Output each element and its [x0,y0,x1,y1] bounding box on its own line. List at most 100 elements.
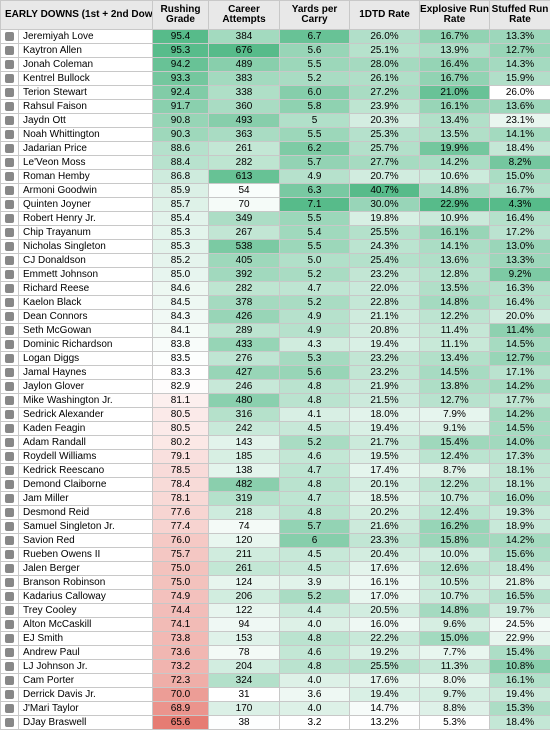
player-name: Chip Trayanum [19,226,153,240]
team-logo [1,604,19,618]
stat-cell: 22.9% [420,198,490,212]
logo-icon [5,452,14,461]
stat-cell: 5.7 [280,156,350,170]
stat-cell: 12.7% [490,352,550,366]
stat-cell: 4.4 [280,604,350,618]
stat-cell: 267 [209,226,280,240]
player-name: DJay Braswell [19,716,153,730]
team-logo [1,534,19,548]
player-name: Samuel Singleton Jr. [19,520,153,534]
logo-icon [5,690,14,699]
stat-cell: 5.5 [280,58,350,72]
player-name: Kaytron Allen [19,44,153,58]
stat-cell: 3.2 [280,716,350,730]
stat-cell: 93.3 [153,72,209,86]
team-logo [1,86,19,100]
player-name: Jaydn Ott [19,114,153,128]
stat-cell: 282 [209,282,280,296]
team-logo [1,394,19,408]
team-logo [1,436,19,450]
stat-cell: 14.1% [420,240,490,254]
stat-cell: 12.6% [420,562,490,576]
team-logo [1,338,19,352]
team-logo [1,590,19,604]
stat-cell: 480 [209,394,280,408]
player-name: Jonah Coleman [19,58,153,72]
stat-cell: 9.1% [420,422,490,436]
logo-icon [5,270,14,279]
logo-icon [5,144,14,153]
stat-cell: 6 [280,534,350,548]
stat-cell: 5.5 [280,128,350,142]
stat-cell: 185 [209,450,280,464]
stat-cell: 78.1 [153,492,209,506]
stat-cell: 21.8% [490,576,550,590]
stat-cell: 5.5 [280,212,350,226]
player-name: Rueben Owens II [19,548,153,562]
column-header: 1DTD Rate [350,1,420,30]
player-name: Cam Porter [19,674,153,688]
stat-cell: 16.3% [490,282,550,296]
stat-cell: 16.7% [490,184,550,198]
stat-cell: 12.7% [490,44,550,58]
stat-cell: 86.8 [153,170,209,184]
stat-cell: 10.5% [420,576,490,590]
player-name: Adam Randall [19,436,153,450]
logo-icon [5,648,14,657]
stat-cell: 153 [209,632,280,646]
stat-cell: 18.0% [350,408,420,422]
stat-cell: 19.4% [350,422,420,436]
stat-cell: 23.2% [350,366,420,380]
stat-cell: 5.6 [280,366,350,380]
stat-cell: 14.3% [490,58,550,72]
stat-cell: 25.3% [350,128,420,142]
logo-icon [5,718,14,727]
stat-cell: 80.2 [153,436,209,450]
stat-cell: 23.2% [350,352,420,366]
stat-cell: 94.2 [153,58,209,72]
stat-cell: 23.1% [490,114,550,128]
team-logo [1,492,19,506]
stat-cell: 24.5% [490,618,550,632]
logo-icon [5,326,14,335]
stat-cell: 10.7% [420,590,490,604]
player-name: Jam Miller [19,492,153,506]
stat-cell: 170 [209,702,280,716]
logo-icon [5,32,14,41]
stat-cell: 75.0 [153,562,209,576]
logo-icon [5,466,14,475]
stat-cell: 17.6% [350,674,420,688]
stat-cell: 676 [209,44,280,58]
stat-cell: 26.0% [490,86,550,100]
stat-cell: 14.5% [490,422,550,436]
stat-cell: 6.7 [280,30,350,44]
stat-cell: 5.3% [420,716,490,730]
stat-cell: 6.3 [280,184,350,198]
stat-cell: 16.1% [420,100,490,114]
player-name: Le'Veon Moss [19,156,153,170]
stat-cell: 21.0% [420,86,490,100]
stat-cell: 22.0% [350,282,420,296]
player-name: Jamal Haynes [19,366,153,380]
stat-cell: 13.2% [350,716,420,730]
stat-cell: 218 [209,506,280,520]
stat-cell: 21.7% [350,436,420,450]
stat-cell: 28.0% [350,58,420,72]
stat-cell: 4.8 [280,478,350,492]
stat-cell: 27.7% [350,156,420,170]
stat-cell: 13.4% [420,352,490,366]
stat-cell: 143 [209,436,280,450]
